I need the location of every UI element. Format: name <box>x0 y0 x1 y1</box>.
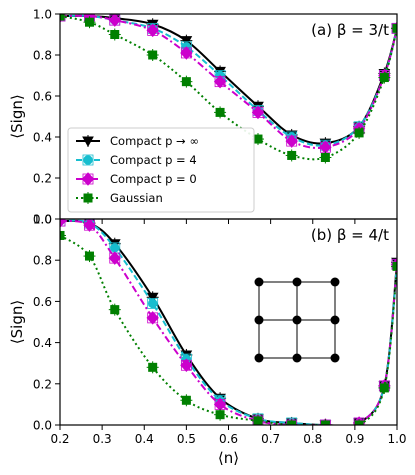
series-line <box>60 14 397 147</box>
legend-marker-errbox <box>82 154 94 166</box>
x-tick-label: 1.0 <box>387 432 406 446</box>
legend-marker <box>83 155 93 165</box>
x-tick-label: 0.8 <box>303 432 322 446</box>
lattice-site <box>254 353 264 363</box>
data-point <box>287 420 297 425</box>
data-point <box>379 73 389 83</box>
data-point <box>379 383 389 393</box>
x-tick-label: 0.4 <box>135 432 154 446</box>
data-point <box>180 36 193 47</box>
lattice-site <box>330 315 340 325</box>
x-tick-label: 0.9 <box>345 432 364 446</box>
data-point <box>181 395 191 405</box>
y-tick-label: 0.6 <box>33 295 52 309</box>
lattice-site <box>292 315 302 325</box>
data-point <box>215 107 225 117</box>
y-tick-label: 0.4 <box>33 131 52 145</box>
inset-lattice <box>254 277 340 363</box>
data-point <box>110 243 120 253</box>
legend-marker <box>83 193 93 203</box>
lattice-site <box>292 353 302 363</box>
data-point <box>146 23 159 38</box>
legend-marker <box>82 136 94 148</box>
data-point <box>84 17 94 27</box>
legend-entry: Compact p = 4 <box>110 153 197 167</box>
lattice-site <box>292 277 302 287</box>
data-point <box>60 230 65 240</box>
data-point <box>287 150 297 160</box>
legend-marker <box>81 172 95 186</box>
y-axis-label: ⟨Sign⟩ <box>8 94 26 138</box>
y-tick-label: 0.4 <box>33 336 52 350</box>
x-tick-label: 0.6 <box>219 432 238 446</box>
panel-b: 0.00.20.40.60.81.00.2 0.3 0.4 0.5 0.6 0.7 0.8 0… <box>8 213 407 468</box>
series-line <box>60 220 397 425</box>
y-axis-label: ⟨Sign⟩ <box>8 300 26 344</box>
data-point <box>83 219 96 232</box>
data-point <box>110 30 120 39</box>
x-tick-label: 0.2 <box>50 432 69 446</box>
data-point <box>215 410 225 420</box>
y-tick-label: 0.0 <box>33 419 52 433</box>
data-point <box>84 251 94 261</box>
y-tick-label: 0.6 <box>33 90 52 104</box>
data-point <box>392 23 397 33</box>
y-tick-label: 0.0 <box>33 213 52 227</box>
data-point <box>108 14 121 27</box>
y-tick-label: 1.0 <box>33 8 52 22</box>
data-point <box>60 14 65 21</box>
y-tick-label: 0.8 <box>33 49 52 63</box>
legend-entry: Compact p → ∞ <box>110 134 199 148</box>
data-point <box>146 311 159 325</box>
data-point <box>148 362 158 372</box>
panel-title: (b) β = 4/t <box>311 226 389 244</box>
data-point <box>354 420 364 425</box>
data-point-errbox <box>147 298 159 309</box>
data-point <box>320 153 330 162</box>
y-tick-label: 0.8 <box>33 254 52 268</box>
x-tick-label: 0.3 <box>93 432 112 446</box>
data-point <box>213 74 227 89</box>
lattice-site <box>254 277 264 287</box>
data-point <box>147 298 158 309</box>
data-point <box>253 416 263 425</box>
data-point <box>181 77 191 87</box>
plot-area <box>60 14 397 164</box>
lattice-site <box>254 315 264 325</box>
data-point <box>251 105 265 120</box>
lattice-site <box>330 353 340 363</box>
series-line <box>60 234 397 425</box>
lattice-site <box>330 277 340 287</box>
axes-frame <box>59 218 398 426</box>
y-tick-label: 1.0 <box>33 213 52 227</box>
data-point <box>354 128 364 138</box>
y-tick-label: 0.2 <box>33 172 52 186</box>
y-tick-label: 0.2 <box>33 377 52 391</box>
x-tick-label: 0.7 <box>261 432 280 446</box>
data-point <box>180 358 193 372</box>
x-axis-label: ⟨n⟩ <box>218 449 239 467</box>
data-point <box>320 420 330 425</box>
panel-title: (a) β = 3/t <box>311 21 389 39</box>
panel-a: 0.0 0.2 0.4 0.6 0.8 1.0 ⟨Sign⟩ (a) β = 3/t Compa… <box>8 8 398 227</box>
data-point <box>110 305 120 315</box>
data-point <box>180 46 193 60</box>
data-point <box>108 251 121 265</box>
data-point <box>285 134 298 148</box>
plot-area <box>60 219 397 425</box>
data-point <box>148 50 158 60</box>
legend-box <box>67 127 255 213</box>
data-point <box>392 261 397 271</box>
x-tick-label: 0.5 <box>177 432 196 446</box>
legend-entry: Compact p = 0 <box>110 172 197 186</box>
data-point <box>253 134 263 144</box>
legend-entry: Gaussian <box>110 191 163 205</box>
